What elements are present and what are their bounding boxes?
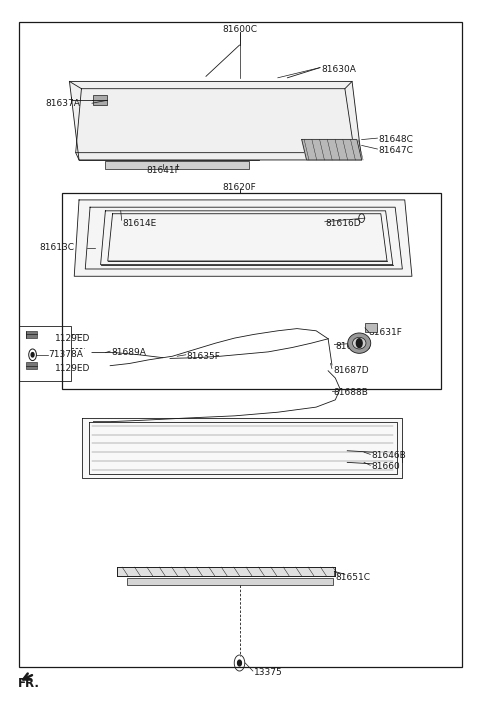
Text: 81613C: 81613C [40,244,75,252]
Text: 1129ED: 1129ED [55,364,91,373]
Bar [26,331,37,338]
Ellipse shape [348,333,371,353]
Text: 81689A: 81689A [111,348,146,357]
Bar [117,567,335,576]
Text: 81614E: 81614E [122,219,157,228]
Text: 13375: 13375 [254,668,283,677]
Text: 81660: 81660 [371,462,400,471]
Text: 81687D: 81687D [333,366,368,374]
Bar [19,22,462,667]
Text: 81647C: 81647C [378,146,413,155]
Bar [19,326,71,381]
Text: 81620F: 81620F [223,183,256,192]
Text: 81600C: 81600C [222,25,257,33]
Text: 81671G: 81671G [335,342,371,350]
Circle shape [238,660,241,666]
Polygon shape [302,140,362,160]
Text: 81630A: 81630A [321,65,356,73]
Polygon shape [69,81,362,160]
Bar [105,161,249,169]
Text: 81651C: 81651C [335,573,370,582]
Text: 81616D: 81616D [326,219,361,228]
Bar [62,193,441,389]
Ellipse shape [353,337,366,349]
Polygon shape [82,418,402,478]
Text: 71378A: 71378A [48,350,83,359]
Text: 1129ED: 1129ED [55,334,91,342]
Bar [26,362,37,369]
Circle shape [356,339,362,348]
Text: 81635F: 81635F [187,352,221,361]
Text: 81688B: 81688B [333,388,368,397]
Bar [365,323,377,332]
Text: 81648C: 81648C [378,135,413,144]
Text: 81641F: 81641F [146,166,180,175]
Bar [127,578,333,585]
Text: 81646B: 81646B [371,451,406,460]
Text: FR.: FR. [18,677,40,690]
Polygon shape [74,200,412,276]
Circle shape [31,353,34,357]
Text: 81637A: 81637A [46,99,80,108]
Text: 81631F: 81631F [369,328,403,337]
Bar [93,95,107,105]
